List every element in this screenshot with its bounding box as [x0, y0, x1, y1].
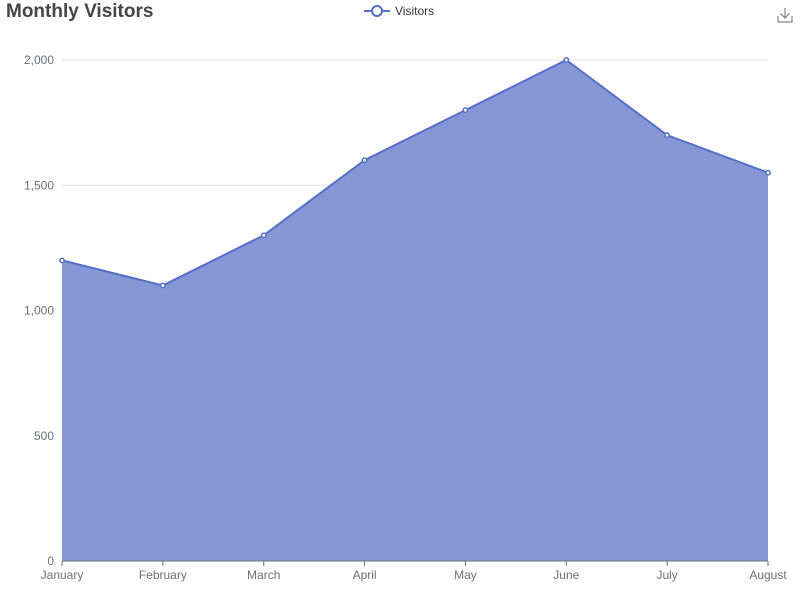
data-point[interactable] — [765, 169, 771, 176]
data-point[interactable] — [260, 232, 267, 239]
data-point[interactable] — [462, 107, 469, 114]
y-tick-label: 500 — [34, 429, 54, 443]
x-tick-label: January — [41, 568, 84, 582]
download-icon[interactable] — [776, 6, 794, 24]
legend[interactable]: Visitors — [364, 2, 434, 20]
y-tick-label: 2,000 — [24, 53, 54, 67]
area-fill — [62, 60, 768, 561]
x-tick-label: February — [139, 568, 187, 582]
legend-swatch-icon — [364, 5, 390, 17]
area-layer — [61, 59, 769, 561]
y-tick-label: 1,000 — [24, 304, 54, 318]
y-tick-label: 1,500 — [24, 178, 54, 192]
data-point[interactable] — [59, 257, 65, 264]
x-tick-label: March — [247, 568, 280, 582]
data-point[interactable] — [159, 282, 166, 289]
axis-layer — [61, 560, 769, 566]
data-point[interactable] — [563, 57, 570, 63]
y-tick-label: 0 — [47, 554, 54, 568]
label-layer: 0 500 1,000 1,500 2,000 January February March A… — [24, 53, 787, 582]
x-tick-label: May — [454, 568, 477, 582]
data-point[interactable] — [664, 132, 671, 139]
x-tick-label: April — [353, 568, 377, 582]
legend-label: Visitors — [395, 4, 435, 18]
series-line — [61, 59, 769, 287]
chart-title: Monthly Visitors — [6, 1, 154, 22]
data-point[interactable] — [361, 157, 368, 164]
x-tick-label: August — [749, 568, 787, 582]
x-tick-label: July — [656, 568, 677, 582]
point-layer — [59, 57, 771, 289]
x-tick-label: June — [553, 568, 579, 582]
